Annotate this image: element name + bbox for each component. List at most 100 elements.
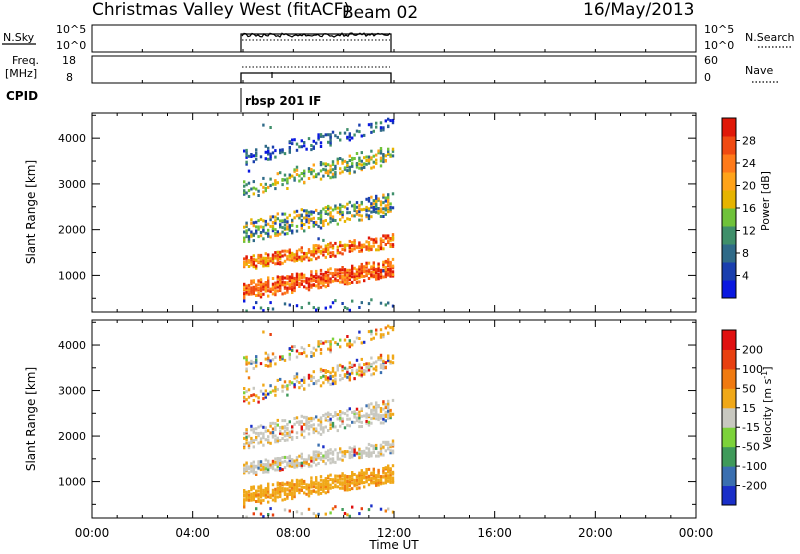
velocity-cell (271, 427, 275, 431)
velocity-cell (391, 354, 395, 358)
velocity-cell (331, 379, 335, 383)
velocity-cell (351, 473, 354, 477)
power-cell (346, 207, 349, 211)
power-colorbar-segment (722, 208, 736, 227)
power-cell (279, 279, 282, 283)
velocity-cell (255, 470, 258, 474)
power-cell (267, 185, 270, 189)
power-cell (351, 266, 354, 270)
velocity-colorbar-segment (722, 485, 736, 506)
velocity-cell (387, 404, 390, 408)
power-cell (360, 301, 363, 305)
power-cell (348, 281, 351, 285)
velocity-cell (298, 482, 301, 486)
velocity-cell (312, 346, 315, 350)
power-cell (375, 237, 378, 241)
power-cell (300, 172, 303, 175)
power-cell (365, 215, 368, 219)
velocity-cell (255, 360, 258, 364)
power-cell (271, 215, 275, 219)
velocity-cell (295, 486, 299, 490)
velocity-cell (329, 448, 332, 452)
power-cell (367, 123, 371, 127)
velocity-cell (370, 451, 373, 455)
power-cell (259, 225, 263, 229)
velocity-cell (365, 412, 368, 416)
velocity-cell (322, 369, 325, 373)
power-cell (262, 284, 265, 288)
velocity-cell (382, 467, 385, 470)
power-cell (307, 279, 311, 283)
velocity-cell (343, 481, 347, 485)
velocity-cell (279, 495, 282, 499)
power-cell (262, 292, 265, 296)
power-cell (365, 261, 368, 265)
station-title: Christmas Valley West (fitACF) (92, 0, 350, 20)
velocity-cell (250, 469, 253, 473)
power-cell (387, 200, 390, 203)
power-cell (322, 174, 325, 178)
velocity-cell (250, 441, 253, 445)
power-colorbar-tick-label: 12 (742, 225, 756, 238)
power-cell (267, 261, 270, 265)
power-cell (281, 249, 284, 253)
power-cell (264, 287, 267, 291)
velocity-colorbar-label: Velocity [m s-1] (760, 366, 774, 449)
freq-frame (91, 55, 697, 84)
velocity-cell (274, 428, 277, 432)
power-cell (327, 212, 330, 216)
power-cell (346, 243, 349, 247)
power-cell (243, 257, 246, 261)
power-cell (370, 210, 373, 214)
velocity-cell (252, 471, 255, 475)
power-cell (329, 305, 332, 309)
power-cell (324, 206, 327, 210)
velocity-cell (379, 449, 383, 453)
velocity-cell (346, 450, 349, 454)
power-cell (353, 203, 356, 207)
power-cell (307, 169, 311, 173)
power-cell (305, 213, 308, 217)
nsky-panel: N.Sky 10^5 10^0 10^5 10^0 N.Search (2, 23, 795, 53)
power-cell (271, 221, 275, 224)
power-cell (341, 252, 344, 256)
power-cell (259, 284, 263, 288)
velocity-cell (367, 403, 371, 407)
power-cell (377, 269, 380, 272)
power-cell (247, 169, 251, 173)
power-cell (346, 161, 349, 164)
power-cell (255, 264, 258, 268)
velocity-cell (391, 479, 395, 483)
velocity-frame (91, 319, 697, 519)
power-cell (355, 272, 359, 276)
velocity-cell (346, 375, 349, 379)
power-cell (319, 281, 323, 285)
power-cell (339, 280, 342, 284)
power-cell (262, 228, 265, 232)
velocity-cell (255, 464, 258, 468)
power-cell (288, 286, 291, 290)
velocity-cell (353, 478, 356, 482)
velocity-cell (370, 417, 373, 421)
power-cell (384, 196, 387, 200)
velocity-cell (317, 492, 320, 496)
power-cell (247, 290, 251, 293)
velocity-cell (363, 414, 366, 418)
velocity-cell (271, 461, 275, 465)
power-cell (262, 286, 265, 290)
velocity-cell (387, 399, 390, 403)
power-cell (375, 202, 378, 206)
power-cell (387, 260, 390, 264)
power-cell (319, 177, 323, 181)
velocity-cell (379, 407, 383, 410)
velocity-cell (375, 368, 378, 372)
velocity-cell (267, 487, 270, 491)
power-cell (312, 283, 315, 287)
time-tick-label: 00:00 (679, 526, 714, 540)
velocity-cell (279, 459, 282, 463)
velocity-cell (382, 400, 385, 404)
power-cell (336, 251, 339, 255)
velocity-cell (387, 416, 390, 420)
velocity-cell (384, 361, 387, 365)
